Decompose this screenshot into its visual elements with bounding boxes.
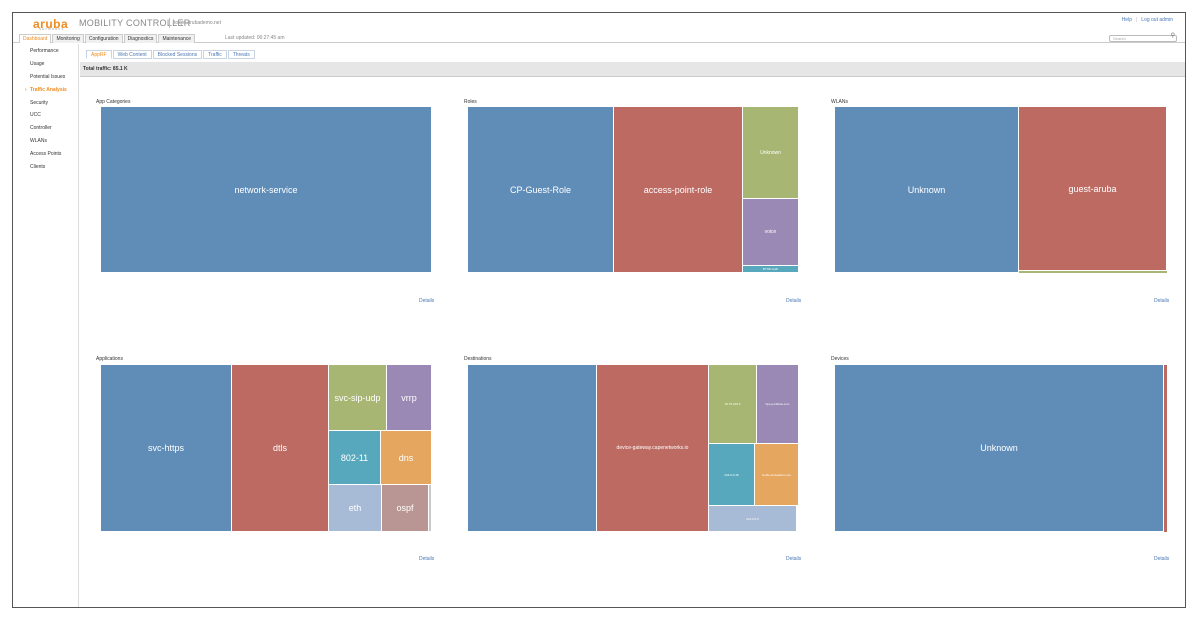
- sidebar-item-label: Traffic Analysis: [30, 86, 67, 93]
- sidebar-item-access-points[interactable]: Access Points: [30, 151, 62, 158]
- tile-cp-guest-role[interactable]: CP-Guest-Role: [468, 107, 614, 273]
- sidebar: Performance Usage Potential Issues › Tra…: [13, 44, 79, 607]
- main-content: AppRF Web Content Blocked Sessions Traff…: [80, 44, 1185, 607]
- tile-802-11[interactable]: 802-11: [329, 431, 381, 485]
- subtab-threats[interactable]: Threats: [227, 50, 255, 59]
- panel-title-destinations: Destinations: [464, 356, 492, 362]
- tile-network-service[interactable]: network-service: [101, 107, 432, 273]
- last-updated: Last updated: 06:27:45 am: [225, 35, 285, 41]
- tile-device-gateway[interactable]: device-gateway.capenetworks.io: [597, 365, 709, 532]
- tile-tk-dfu[interactable]: tk-dfu.arubademo.net: [755, 444, 799, 506]
- panel-title-roles: Roles: [464, 99, 477, 105]
- aruba-logo: aruba NETWORKS: [33, 15, 73, 33]
- tile-224-0-0-5[interactable]: 224.0.0.5: [709, 506, 797, 532]
- nav-tabs: Dashboard Monitoring Configuration Diagn…: [19, 34, 196, 43]
- tile-other-apps[interactable]: [429, 485, 432, 532]
- chevron-right-icon: ›: [25, 86, 27, 93]
- tile-unknown-role[interactable]: Unknown: [743, 107, 799, 199]
- search-input[interactable]: Search ⚲: [1109, 33, 1177, 42]
- sidebar-item-ucc[interactable]: UCC: [30, 112, 41, 119]
- subtab-blocked-sessions[interactable]: Blocked Sessions: [152, 50, 203, 59]
- tab-configuration[interactable]: Configuration: [84, 34, 123, 43]
- top-bar: aruba NETWORKS MOBILITY CONTROLLER tokyo…: [13, 13, 1185, 33]
- panel-title-devices: Devices: [831, 356, 849, 362]
- details-link-destinations[interactable]: Details: [786, 556, 802, 562]
- logo-subtext: NETWORKS: [39, 27, 65, 31]
- tile-vrrp[interactable]: vrrp: [387, 365, 432, 431]
- header-divider: [169, 18, 170, 28]
- logo-text: aruba: [33, 17, 69, 31]
- tile-dtls[interactable]: dtls: [232, 365, 329, 532]
- logout-link[interactable]: Log out admin: [1141, 17, 1173, 23]
- sidebar-item-wlans[interactable]: WLANs: [30, 138, 47, 145]
- tab-diagnostics[interactable]: Diagnostics: [123, 34, 158, 43]
- subtab-apprf[interactable]: AppRF: [86, 50, 112, 59]
- total-traffic: Total traffic: 85.1 K: [80, 62, 1185, 77]
- subtab-traffic[interactable]: Traffic: [203, 50, 227, 59]
- tile-hpe-portfolus[interactable]: hpe.portfolus.com: [757, 365, 799, 444]
- panel-title-applications: Applications: [96, 356, 123, 362]
- tile-guest-aruba[interactable]: guest-aruba: [1019, 107, 1167, 271]
- details-link-devices[interactable]: Details: [1154, 556, 1170, 562]
- tile-access-point-role[interactable]: access-point-role: [614, 107, 743, 273]
- sidebar-item-usage[interactable]: Usage: [30, 60, 45, 67]
- tile-wlan-sliver[interactable]: [1019, 271, 1167, 273]
- sidebar-item-controller[interactable]: Controller: [30, 125, 52, 132]
- sub-tabs: AppRF Web Content Blocked Sessions Traff…: [86, 50, 256, 59]
- sidebar-item-traffic-analysis[interactable]: › Traffic Analysis: [13, 84, 78, 97]
- sidebar-item-performance[interactable]: Performance: [30, 48, 59, 54]
- tile-ospf[interactable]: ospf: [382, 485, 429, 532]
- product-name: MOBILITY CONTROLLER: [79, 18, 191, 28]
- search-icon[interactable]: ⚲: [1170, 33, 1175, 39]
- tab-maintenance[interactable]: Maintenance: [158, 34, 196, 43]
- tile-unknown-device[interactable]: Unknown: [835, 365, 1164, 532]
- browser-frame: aruba NETWORKS MOBILITY CONTROLLER tokyo…: [12, 12, 1186, 608]
- tile-destination-unlabeled[interactable]: [468, 365, 597, 532]
- sidebar-item-security[interactable]: Security: [30, 99, 49, 106]
- host-name: tokyo.arubademo.net: [174, 20, 221, 26]
- link-divider: |: [1135, 17, 1138, 23]
- tile-svc-sip-udp[interactable]: svc-sip-udp: [329, 365, 387, 431]
- details-link-wlans[interactable]: Details: [1154, 298, 1170, 304]
- help-link[interactable]: Help: [1121, 17, 1132, 23]
- details-link-app-categories[interactable]: Details: [419, 298, 435, 304]
- sidebar-item-clients[interactable]: Clients: [30, 164, 46, 171]
- tile-224-0-0-18[interactable]: 224.0.0.18: [709, 444, 755, 506]
- tile-unknown-wlan[interactable]: Unknown: [835, 107, 1019, 273]
- details-link-roles[interactable]: Details: [786, 298, 802, 304]
- tile-svc-https[interactable]: svc-https: [101, 365, 232, 532]
- main-nav: Dashboard Monitoring Configuration Diagn…: [13, 33, 1185, 43]
- tab-monitoring[interactable]: Monitoring: [52, 34, 84, 43]
- top-links: Help | Log out admin: [1122, 17, 1173, 23]
- search-placeholder: Search: [1113, 36, 1126, 41]
- tile-device-sliver[interactable]: [1164, 365, 1167, 532]
- tile-eth[interactable]: eth: [329, 485, 382, 532]
- tile-byod-auth[interactable]: BYOD Auth: [743, 266, 799, 273]
- tab-dashboard[interactable]: Dashboard: [19, 34, 52, 43]
- tile-dns[interactable]: dns: [381, 431, 432, 485]
- tile-voice[interactable]: voice: [743, 199, 799, 266]
- panel-title-wlans: WLANs: [831, 99, 848, 105]
- subtab-web-content[interactable]: Web Content: [112, 50, 152, 59]
- panel-title-app-categories: App Categories: [96, 99, 131, 105]
- details-link-applications[interactable]: Details: [419, 556, 435, 562]
- tile-10-79-216-6[interactable]: 10.79.216.6: [709, 365, 757, 444]
- sidebar-item-potential-issues[interactable]: Potential Issues: [30, 73, 66, 80]
